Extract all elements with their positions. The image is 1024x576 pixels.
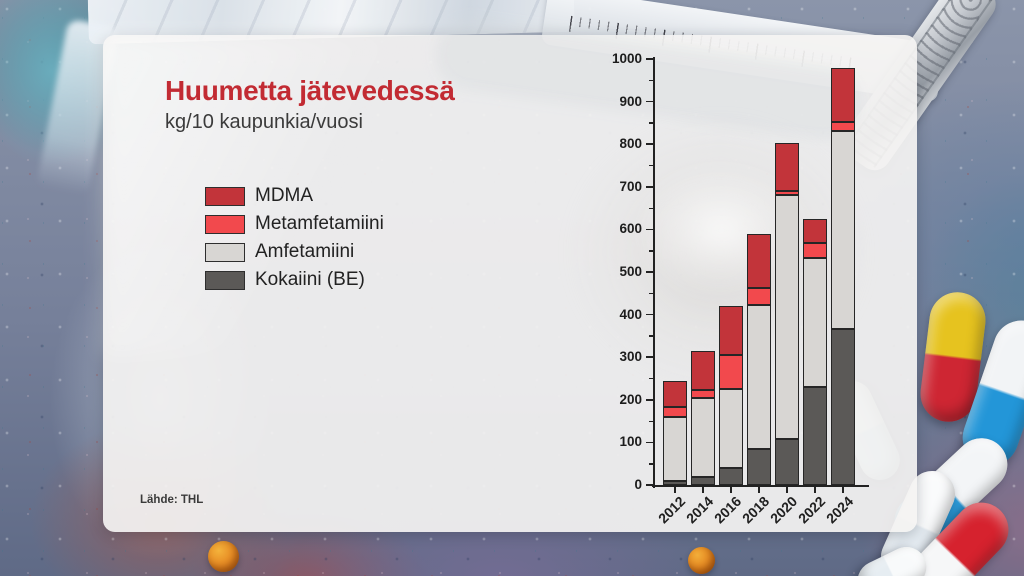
y-axis-minor-tick (649, 335, 655, 337)
legend-label: Kokaiini (BE) (255, 269, 365, 290)
bar-segment-metamfetamiini (775, 191, 799, 196)
bar-segment-kokaiini-be- (831, 329, 855, 485)
y-axis-minor-tick (649, 463, 655, 465)
bar-segment-mdma (691, 350, 715, 390)
page-title: Huumetta jätevedessä (165, 75, 455, 106)
legend-color-swatch (205, 270, 245, 290)
pill-round-orange (208, 541, 239, 572)
bar-2016 (719, 305, 743, 485)
legend-item: MDMA (205, 182, 384, 210)
bar-segment-metamfetamiini (747, 288, 771, 305)
x-axis-line (652, 485, 869, 487)
legend-item: Metamfetamiini (205, 210, 384, 238)
y-axis-minor-tick (649, 207, 655, 210)
x-axis-tick (842, 486, 844, 493)
bar-segment-kokaiini-be- (747, 449, 771, 485)
bar-2022 (803, 218, 827, 485)
bar-2014 (691, 350, 715, 485)
y-tick-label: 600 (619, 221, 642, 237)
y-axis-major-tick (646, 228, 655, 231)
bar-segment-kokaiini-be- (719, 467, 743, 485)
bar-segment-kokaiini-be- (775, 438, 799, 485)
legend-color-swatch (205, 186, 245, 206)
y-axis-minor-tick (649, 377, 655, 380)
bar-segment-mdma (775, 143, 799, 192)
bar-segment-amfetamiini (719, 389, 743, 468)
y-axis-minor-tick (649, 122, 655, 124)
bar-segment-amfetamiini (663, 417, 687, 482)
bar-segment-mdma (663, 381, 687, 408)
y-tick-label: 700 (619, 178, 642, 194)
bar-segment-kokaiini-be- (691, 477, 715, 485)
bar-segment-metamfetamiini (719, 354, 743, 390)
x-axis-tick (730, 486, 732, 493)
chart-unit-subtitle: kg/10 kaupunkia/vuosi (165, 111, 363, 133)
y-tick-label: 400 (619, 306, 642, 322)
bar-segment-amfetamiini (691, 397, 715, 478)
bar-2018 (747, 233, 771, 485)
x-axis-tick (814, 486, 816, 493)
stacked-bar-chart: 0 100 200 300 400 500 600 700 800 900 1000 2012 2014… (612, 51, 871, 526)
infographic-card: Huumetta jätevedessä kg/10 kaupunkia/vuo… (103, 13, 917, 532)
legend-color-swatch (205, 242, 245, 262)
legend-item: Kokaiini (BE) (205, 266, 384, 294)
y-axis-major-tick (646, 100, 655, 103)
y-axis-minor-tick (649, 164, 655, 167)
y-tick-label: 300 (619, 349, 642, 365)
bar-segment-mdma (747, 233, 771, 289)
chart-legend: MDMA Metamfetamiini Amfetamiini Kokaiini (B… (205, 182, 384, 294)
y-axis-major-tick (646, 58, 655, 60)
source-label: Lähde: THL (140, 494, 204, 506)
legend-label: Metamfetamiini (255, 213, 384, 234)
bar-segment-mdma (831, 67, 855, 123)
bar-2012 (663, 381, 687, 485)
pill-round-orange-2 (688, 547, 715, 574)
bar-2024 (831, 67, 855, 485)
x-axis-tick (702, 486, 704, 493)
y-axis-major-tick (646, 441, 655, 444)
x-axis-tick (674, 486, 676, 493)
y-axis-major-tick (646, 143, 655, 145)
y-tick-label: 100 (619, 434, 642, 450)
bar-segment-kokaiini-be- (663, 481, 687, 485)
y-axis-major-tick (646, 484, 655, 486)
bar-segment-amfetamiini (747, 304, 771, 450)
bar-2020 (775, 143, 799, 485)
y-tick-label: 900 (619, 93, 642, 109)
legend-label: Amfetamiini (255, 241, 355, 262)
y-axis-minor-tick (649, 292, 655, 295)
bar-segment-metamfetamiini (663, 407, 687, 418)
bar-segment-metamfetamiini (803, 243, 827, 258)
y-axis-major-tick (646, 399, 655, 401)
legend-item: Amfetamiini (205, 238, 384, 266)
y-tick-label: 800 (619, 136, 642, 152)
y-axis-major-tick (646, 356, 655, 358)
bar-segment-mdma (719, 305, 743, 355)
y-tick-label: 1000 (611, 51, 642, 66)
y-tick-label: 0 (634, 477, 642, 492)
bar-segment-mdma (803, 218, 827, 244)
x-axis-tick (786, 486, 788, 493)
legend-label: MDMA (255, 185, 314, 206)
legend-color-swatch (205, 214, 245, 234)
y-axis-minor-tick (649, 250, 655, 252)
bar-segment-metamfetamiini (831, 122, 855, 131)
bar-segment-amfetamiini (831, 130, 855, 330)
y-axis-major-tick (646, 271, 655, 273)
y-tick-label: 500 (619, 264, 642, 279)
y-axis-minor-tick (649, 79, 655, 82)
y-tick-label: 200 (619, 391, 642, 407)
bar-segment-amfetamiini (775, 195, 799, 439)
y-axis-major-tick (646, 186, 655, 188)
x-axis-tick (758, 486, 760, 493)
bar-segment-amfetamiini (803, 257, 827, 387)
y-axis-minor-tick (649, 420, 655, 423)
bar-segment-kokaiini-be- (803, 387, 827, 485)
bar-segment-metamfetamiini (691, 389, 715, 398)
y-axis-major-tick (646, 313, 655, 316)
